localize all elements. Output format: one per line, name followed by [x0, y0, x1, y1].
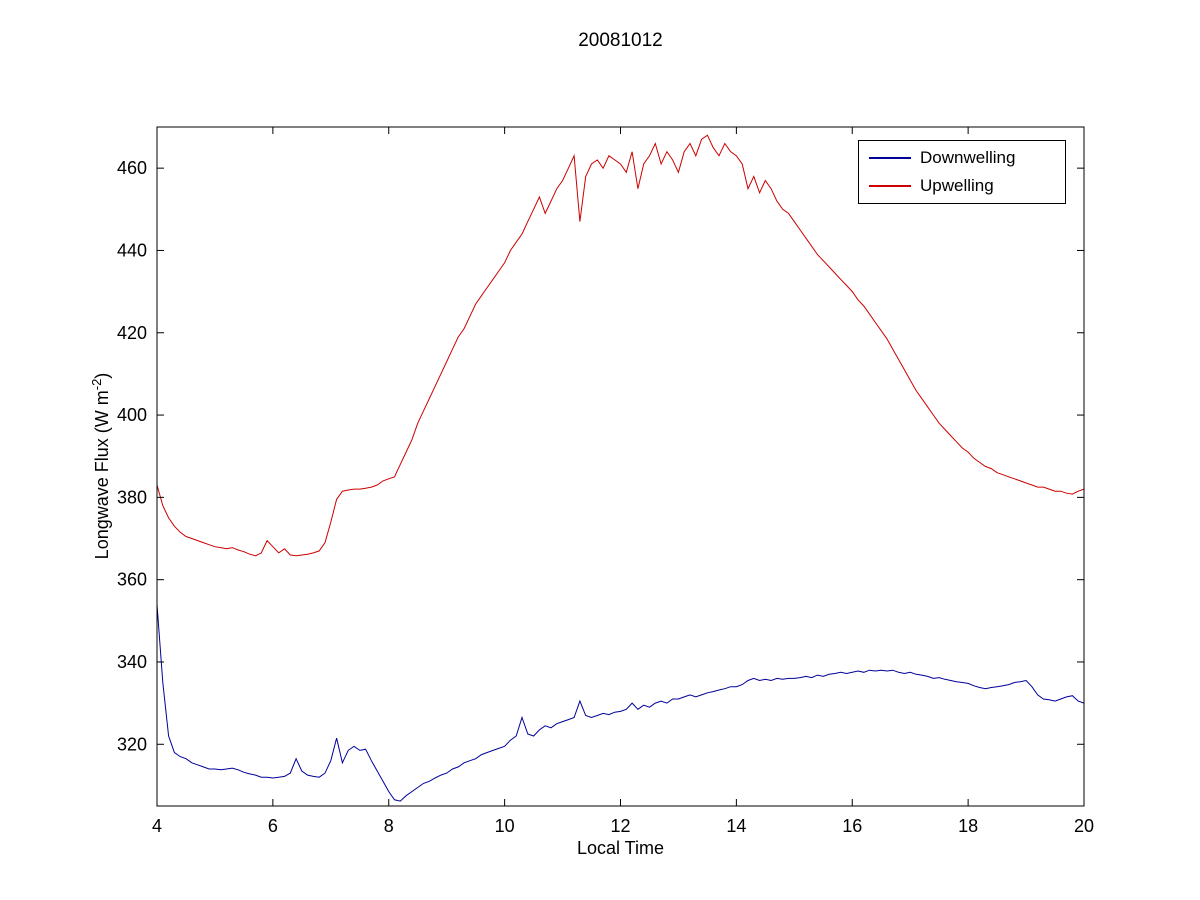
legend-item-upwelling: Upwelling	[869, 176, 1055, 196]
svg-text:4: 4	[152, 816, 162, 836]
legend-line-sample-upwelling	[869, 185, 911, 187]
legend-label-upwelling: Upwelling	[920, 176, 994, 195]
svg-text:400: 400	[117, 405, 147, 425]
svg-text:320: 320	[117, 734, 147, 754]
svg-text:12: 12	[610, 816, 630, 836]
y-axis-label-superscript: -2	[89, 378, 104, 391]
legend: Downwelling Upwelling	[858, 140, 1066, 204]
svg-text:340: 340	[117, 652, 147, 672]
legend-item-downwelling: Downwelling	[869, 148, 1055, 168]
svg-text:360: 360	[117, 570, 147, 590]
svg-text:6: 6	[268, 816, 278, 836]
svg-text:420: 420	[117, 323, 147, 343]
x-axis-label: Local Time	[576, 838, 665, 858]
svg-text:380: 380	[117, 487, 147, 507]
svg-text:20: 20	[1074, 816, 1094, 836]
legend-line-sample-downwelling	[869, 157, 911, 159]
svg-text:18: 18	[958, 816, 978, 836]
legend-label-downwelling: Downwelling	[920, 148, 1016, 167]
chart-title: 20081012	[578, 30, 663, 51]
svg-text:10: 10	[495, 816, 515, 836]
svg-text:16: 16	[842, 816, 862, 836]
svg-text:8: 8	[384, 816, 394, 836]
y-axis-label-main: Longwave Flux (W m	[92, 390, 112, 560]
svg-text:14: 14	[726, 816, 746, 836]
svg-text:440: 440	[117, 240, 147, 260]
y-axis-label: Longwave Flux (W m-2)	[82, 306, 112, 626]
svg-text:460: 460	[117, 158, 147, 178]
y-axis-label-end: )	[92, 372, 112, 379]
